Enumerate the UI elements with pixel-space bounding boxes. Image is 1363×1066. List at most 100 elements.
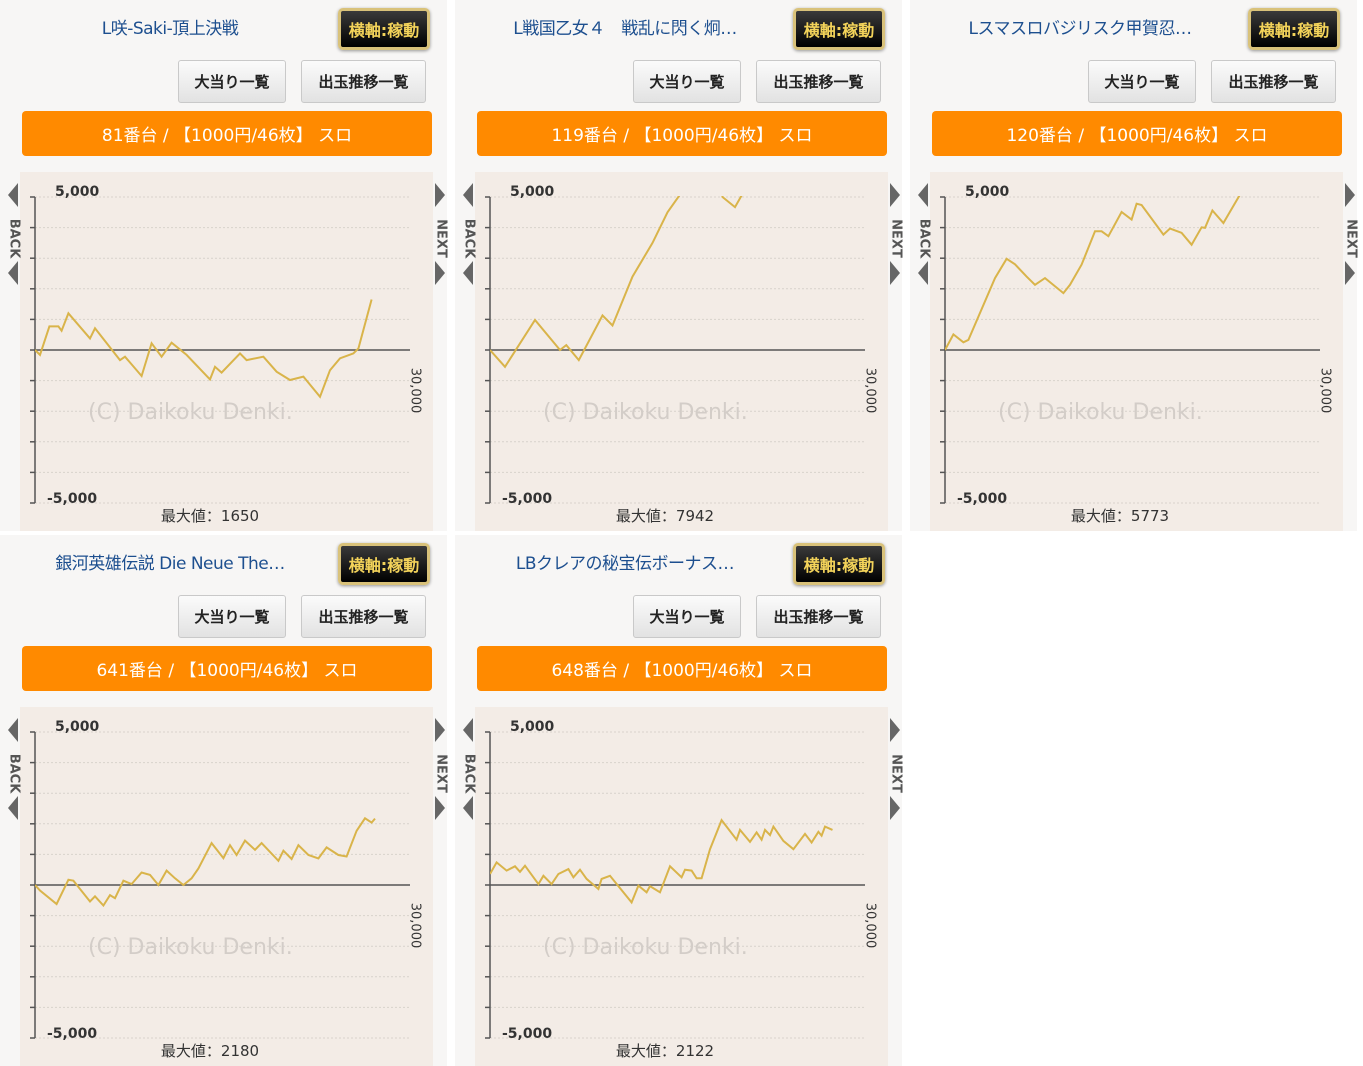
- y-tick-top: 5,000: [55, 184, 100, 200]
- arrow-left-icon: [8, 796, 18, 820]
- payout-line: [490, 818, 833, 905]
- next-label: NEXT: [433, 219, 449, 258]
- payout-history-button[interactable]: 出玉推移一覧: [301, 60, 426, 103]
- y-tick-top: 5,000: [55, 719, 100, 735]
- machine-number-bar: 641番台 / 【1000円/46枚】 スロ: [22, 646, 432, 691]
- max-value: 最大値：7942: [555, 505, 775, 526]
- machine-title[interactable]: L咲-Saki-頂上決戦: [101, 19, 239, 39]
- payout-history-button[interactable]: 出玉推移一覧: [756, 60, 881, 103]
- back-button[interactable]: BACK: [6, 183, 22, 288]
- arrow-left-icon: [918, 183, 928, 207]
- y-tick-top: 5,000: [510, 719, 555, 735]
- chart-area: [930, 172, 1343, 531]
- payout-chart: [30, 731, 410, 1039]
- arrow-left-icon: [918, 261, 928, 285]
- axis-mode-button[interactable]: 横軸:稼動: [338, 8, 430, 50]
- machine-title[interactable]: LBクレアの秘宝伝ボーナス…: [515, 554, 735, 574]
- axis-mode-button[interactable]: 横軸:稼動: [793, 8, 885, 50]
- y-tick-bottom: -5,000: [957, 491, 1008, 507]
- axis-mode-button[interactable]: 横軸:稼動: [1248, 8, 1340, 50]
- max-value: 最大値：2122: [555, 1040, 775, 1061]
- axis-mode-button[interactable]: 横軸:稼動: [793, 543, 885, 585]
- machine-title[interactable]: 銀河英雄伝説 Die Neue The…: [55, 554, 285, 574]
- arrow-left-icon: [463, 718, 473, 742]
- back-label: BACK: [916, 218, 932, 259]
- watermark: (C) Daikoku Denki.: [543, 400, 748, 425]
- axis-mode-button[interactable]: 横軸:稼動: [338, 543, 430, 585]
- back-button[interactable]: BACK: [461, 183, 477, 288]
- max-number: 2122: [675, 1042, 715, 1060]
- next-label: NEXT: [1343, 219, 1359, 258]
- arrow-right-icon: [890, 718, 900, 742]
- y-tick-top: 5,000: [965, 184, 1010, 200]
- y-tick-bottom: -5,000: [502, 1026, 553, 1042]
- back-label: BACK: [6, 218, 22, 259]
- arrow-left-icon: [463, 261, 473, 285]
- machine-title[interactable]: L戦国乙女４ 戦乱に閃く炯…: [513, 19, 737, 39]
- max-label: 最大値：: [160, 1042, 221, 1060]
- payout-line: [35, 299, 373, 399]
- back-label: BACK: [6, 753, 22, 794]
- watermark: (C) Daikoku Denki.: [543, 935, 748, 960]
- back-button[interactable]: BACK: [916, 183, 932, 288]
- next-label: NEXT: [433, 754, 449, 793]
- arrow-right-icon: [890, 796, 900, 820]
- back-label: BACK: [461, 218, 477, 259]
- x-tick-end: 30,000: [862, 902, 878, 949]
- payout-line: [945, 196, 1241, 351]
- payout-line: [35, 816, 376, 908]
- machine-title[interactable]: Lスマスロバジリスク甲賀忍…: [968, 19, 1192, 39]
- max-number: 2180: [220, 1042, 260, 1060]
- chart-area: [20, 707, 433, 1066]
- watermark: (C) Daikoku Denki.: [88, 935, 293, 960]
- max-value: 最大値：5773: [1010, 505, 1230, 526]
- back-label: BACK: [461, 753, 477, 794]
- next-button[interactable]: NEXT: [433, 183, 449, 288]
- arrow-right-icon: [890, 183, 900, 207]
- payout-chart: [940, 196, 1320, 504]
- arrow-left-icon: [463, 183, 473, 207]
- payout-history-button[interactable]: 出玉推移一覧: [756, 595, 881, 638]
- y-tick-bottom: -5,000: [502, 491, 553, 507]
- y-tick-bottom: -5,000: [47, 491, 98, 507]
- payout-history-button[interactable]: 出玉推移一覧: [1211, 60, 1336, 103]
- max-number: 1650: [220, 507, 260, 525]
- arrow-right-icon: [435, 183, 445, 207]
- back-button[interactable]: BACK: [461, 718, 477, 823]
- machine-number-bar: 120番台 / 【1000円/46枚】 スロ: [932, 111, 1342, 156]
- max-label: 最大値：: [1070, 507, 1131, 525]
- jackpot-list-button[interactable]: 大当り一覧: [178, 595, 286, 638]
- next-button[interactable]: NEXT: [1343, 183, 1359, 288]
- next-button[interactable]: NEXT: [888, 718, 904, 823]
- jackpot-list-button[interactable]: 大当り一覧: [1088, 60, 1196, 103]
- payout-chart: [485, 731, 865, 1039]
- max-value: 最大値：2180: [100, 1040, 320, 1061]
- next-button[interactable]: NEXT: [433, 718, 449, 823]
- back-button[interactable]: BACK: [6, 718, 22, 823]
- chart-area: [20, 172, 433, 531]
- payout-line: [490, 196, 743, 369]
- max-label: 最大値：: [615, 1042, 676, 1060]
- next-label: NEXT: [888, 219, 904, 258]
- max-number: 7942: [675, 507, 715, 525]
- machine-panel: L戦国乙女４ 戦乱に閃く炯… 横軸:稼動 大当り一覧 出玉推移一覧 119番台 …: [455, 0, 904, 531]
- jackpot-list-button[interactable]: 大当り一覧: [633, 60, 741, 103]
- x-tick-end: 30,000: [407, 367, 423, 414]
- y-tick-top: 5,000: [510, 184, 555, 200]
- jackpot-list-button[interactable]: 大当り一覧: [633, 595, 741, 638]
- arrow-left-icon: [8, 718, 18, 742]
- machine-panel: 銀河英雄伝説 Die Neue The… 横軸:稼動 大当り一覧 出玉推移一覧 …: [0, 535, 449, 1066]
- machine-panel: L咲-Saki-頂上決戦 横軸:稼動 大当り一覧 出玉推移一覧 81番台 / 【…: [0, 0, 449, 531]
- max-label: 最大値：: [160, 507, 221, 525]
- payout-chart: [485, 196, 865, 504]
- max-value: 最大値：1650: [100, 505, 320, 526]
- machine-number-bar: 648番台 / 【1000円/46枚】 スロ: [477, 646, 887, 691]
- arrow-right-icon: [435, 718, 445, 742]
- machine-number-bar: 81番台 / 【1000円/46枚】 スロ: [22, 111, 432, 156]
- arrow-right-icon: [1345, 261, 1355, 285]
- next-button[interactable]: NEXT: [888, 183, 904, 288]
- jackpot-list-button[interactable]: 大当り一覧: [178, 60, 286, 103]
- payout-history-button[interactable]: 出玉推移一覧: [301, 595, 426, 638]
- max-number: 5773: [1130, 507, 1170, 525]
- watermark: (C) Daikoku Denki.: [88, 400, 293, 425]
